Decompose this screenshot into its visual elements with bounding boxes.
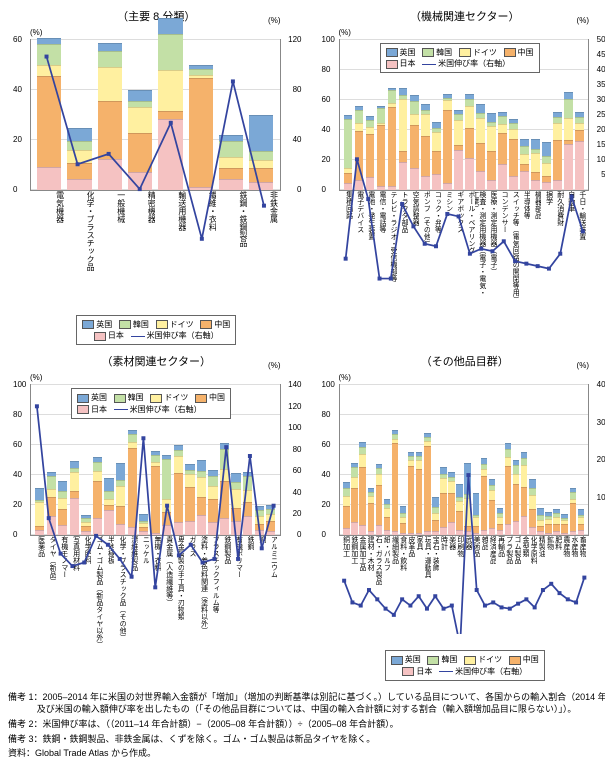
chart: （主要 8 分類） (%) (%) 020406004080120 電気機器化学…: [8, 8, 305, 345]
note-1: 備考 1：2005–2014 年に米国の対世界輸入金額が「増加」（増加の判断基準…: [8, 691, 605, 716]
note-2: 備考 2：米国伸び率は、（（2011–14 年合計額）−（2005–08 年合計…: [8, 718, 605, 731]
legend: 英国 韓国 ドイツ 中国 日本 米国伸び率（右軸）: [385, 650, 545, 680]
plot-area: 英国 韓国 ドイツ 中国 日本 米国伸び率（右軸） 02040608010002…: [30, 384, 281, 536]
unit-left: (%): [30, 373, 281, 382]
line-series: [340, 40, 589, 289]
line-series: [340, 385, 589, 634]
source: 資料：Global Trade Atlas から作成。: [8, 747, 605, 760]
unit-left: (%): [339, 373, 590, 382]
legend: 英国 韓国 ドイツ 中国 日本 米国伸び率（右軸）: [71, 388, 231, 418]
note-3: 備考 3：鉄鋼・鉄鋼製品、非鉄金属は、くずを除く。ゴム・ゴム製品は新品タイヤを除…: [8, 733, 605, 746]
plot-area: 英国 韓国 ドイツ 中国 日本 米国伸び率（右軸） 02040608010005…: [339, 39, 590, 191]
plot-area: 020406004080120: [30, 39, 281, 191]
unit-right: (%): [268, 16, 280, 25]
unit-left: (%): [339, 28, 590, 37]
legend: 英国 韓国 ドイツ 中国 日本 米国伸び率（右軸）: [76, 315, 236, 345]
chart: （機械関連セクター） (%) (%) 英国 韓国 ドイツ 中国 日本 米国伸び率…: [317, 8, 605, 345]
chart: （素材関連セクター） (%) (%) 英国 韓国 ドイツ 中国 日本 米国伸び率…: [8, 353, 305, 680]
chart-title: （その他品目群）: [317, 353, 605, 369]
legend: 英国 韓国 ドイツ 中国 日本 米国伸び率（右軸）: [380, 43, 540, 73]
unit-right: (%): [577, 361, 589, 370]
chart-title: （機械関連セクター）: [317, 8, 605, 24]
chart-title: （素材関連セクター）: [8, 353, 305, 369]
chart: （その他品目群） (%) (%) 02040608010001002003004…: [317, 353, 605, 680]
unit-right: (%): [268, 361, 280, 370]
plot-area: 0204060801000100200300400: [339, 384, 590, 536]
unit-right: (%): [577, 16, 589, 25]
line-series: [31, 40, 280, 289]
line-series: [31, 385, 280, 634]
